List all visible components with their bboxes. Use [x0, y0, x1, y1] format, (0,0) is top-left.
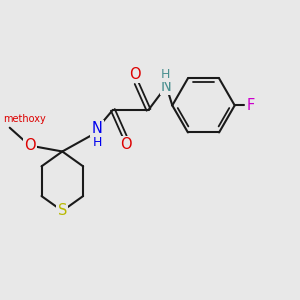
Text: H: H — [92, 136, 102, 149]
Text: O: O — [120, 137, 132, 152]
Text: methoxy: methoxy — [3, 114, 46, 124]
Text: N: N — [92, 121, 103, 136]
Text: O: O — [24, 138, 35, 153]
Text: N: N — [161, 79, 172, 94]
Text: F: F — [246, 98, 255, 113]
Text: H: H — [161, 68, 170, 81]
Text: O: O — [129, 67, 141, 82]
Text: S: S — [58, 203, 67, 218]
